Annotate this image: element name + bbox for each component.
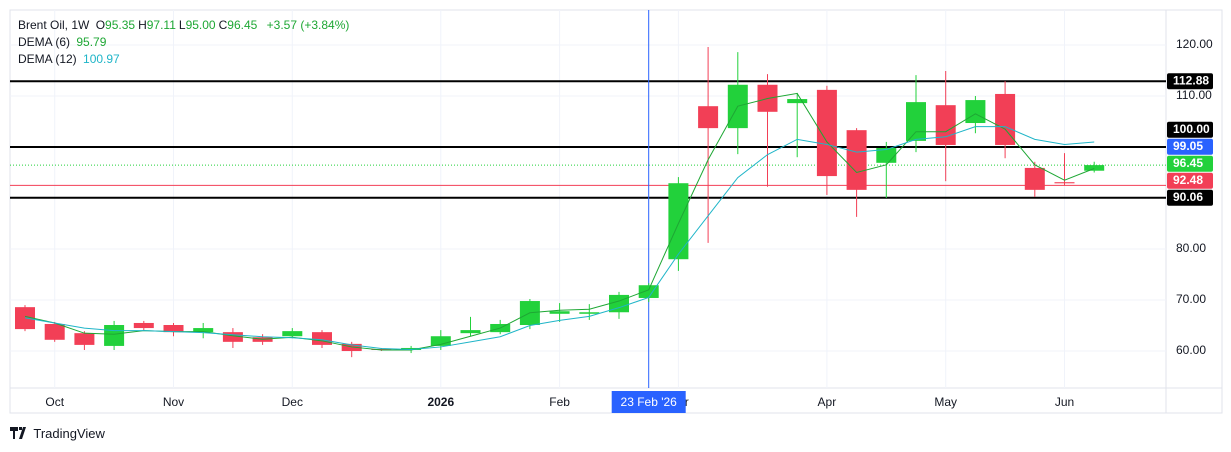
x-tick-label: Feb: [549, 395, 570, 409]
candle-body: [74, 333, 95, 345]
ohlc-value: 96.45: [227, 18, 258, 32]
legend-row: DEMA (6) 95.79: [18, 34, 352, 51]
legend-row: DEMA (12) 100.97: [18, 51, 352, 68]
candle-body: [222, 332, 243, 342]
y-tick-label: 110.00: [1176, 88, 1212, 102]
price-label-box: [1167, 155, 1213, 172]
candle-body: [460, 330, 481, 334]
ohlc-key: C: [218, 18, 228, 32]
ohlc-value: 95.00: [185, 18, 216, 32]
price-label-box: [1167, 121, 1213, 138]
price-label: 90.06: [1173, 190, 1203, 204]
price-label: 99.05: [1173, 139, 1203, 153]
x-tick-label: Dec: [282, 395, 303, 409]
candle-body: [44, 323, 65, 340]
levels: [10, 80, 1166, 199]
candle-body: [846, 130, 867, 190]
candle-body: [312, 332, 332, 345]
candle-body: [341, 343, 362, 352]
indicator-name: DEMA (6): [18, 35, 71, 49]
ohlc-key: O: [95, 18, 106, 32]
candle-body: [163, 325, 184, 333]
candle-body: [430, 336, 451, 346]
price-label: 92.48: [1173, 173, 1203, 187]
legend-row: Brent Oil, 1W O95.35 H97.11 L95.00 C96.45 +…: [18, 17, 352, 34]
crosshair-label-box: [611, 391, 686, 413]
candle-body: [906, 102, 926, 141]
x-tick-label: Jun: [1055, 395, 1074, 409]
candle-body: [816, 89, 837, 177]
candle-body: [133, 322, 154, 329]
ohlc-value: 95.35: [105, 18, 136, 32]
indicator-name: DEMA (12): [18, 52, 77, 66]
candle-body: [549, 311, 570, 314]
dema-line: [24, 92, 1095, 351]
candle-body: [638, 285, 659, 298]
x-tick-label: Oct: [45, 395, 64, 409]
candle-body: [193, 328, 214, 333]
price-label: 96.45: [1173, 156, 1203, 170]
chart-frame: [9, 9, 1223, 414]
ohlc-key: L: [178, 18, 186, 32]
price-label: 100.00: [1173, 122, 1210, 136]
brand-name: TradingView: [33, 426, 105, 441]
candle-body: [965, 100, 986, 124]
price-label-box: [1167, 172, 1213, 189]
change: +3.57 (+3.84%): [266, 18, 350, 32]
ohlc-key: H: [138, 18, 147, 32]
candle-body: [698, 106, 719, 129]
candle-body: [787, 99, 808, 104]
crosshair-label: 23 Feb '26: [621, 395, 678, 409]
legend: Brent Oil, 1W O95.35 H97.11 L95.00 C96.45 +…: [18, 17, 352, 68]
candle-body: [401, 347, 422, 351]
ohlc: O95.35 H97.11 L95.00 C96.45: [96, 18, 261, 32]
brand-logo: [10, 427, 26, 439]
x-tick-label: 2026: [427, 395, 454, 409]
y-tick-label: 80.00: [1176, 241, 1206, 255]
price-label-box: [1167, 73, 1213, 90]
candle-body: [995, 93, 1016, 145]
indicator-value: 95.79: [76, 35, 107, 49]
candle-body: [282, 331, 303, 337]
brand[interactable]: TradingView: [10, 426, 105, 441]
x-tick-label: Apr: [818, 395, 837, 409]
x-tick-label: Nov: [163, 395, 184, 409]
candle-body: [579, 312, 600, 314]
price-label: 112.88: [1173, 73, 1209, 87]
candle-body: [1084, 165, 1105, 171]
indicator-value: 100.97: [83, 52, 120, 66]
y-tick-label: 60.00: [1176, 343, 1206, 357]
candle-body: [1024, 167, 1045, 190]
y-tick-label: 70.00: [1176, 292, 1206, 306]
y-tick-label: 120.00: [1176, 37, 1213, 51]
price-label-box: [1167, 189, 1213, 206]
dema-line: [24, 126, 1095, 350]
price-label-box: [1167, 138, 1213, 155]
candle-body: [668, 183, 689, 260]
candle-body: [935, 105, 956, 145]
candle-body: [371, 348, 392, 351]
x-tick-label: May: [934, 395, 957, 409]
ohlc-value: 97.11: [146, 18, 176, 32]
candle-body: [104, 325, 125, 346]
candle-body: [1054, 182, 1075, 184]
symbol: Brent Oil, 1W: [18, 18, 90, 32]
